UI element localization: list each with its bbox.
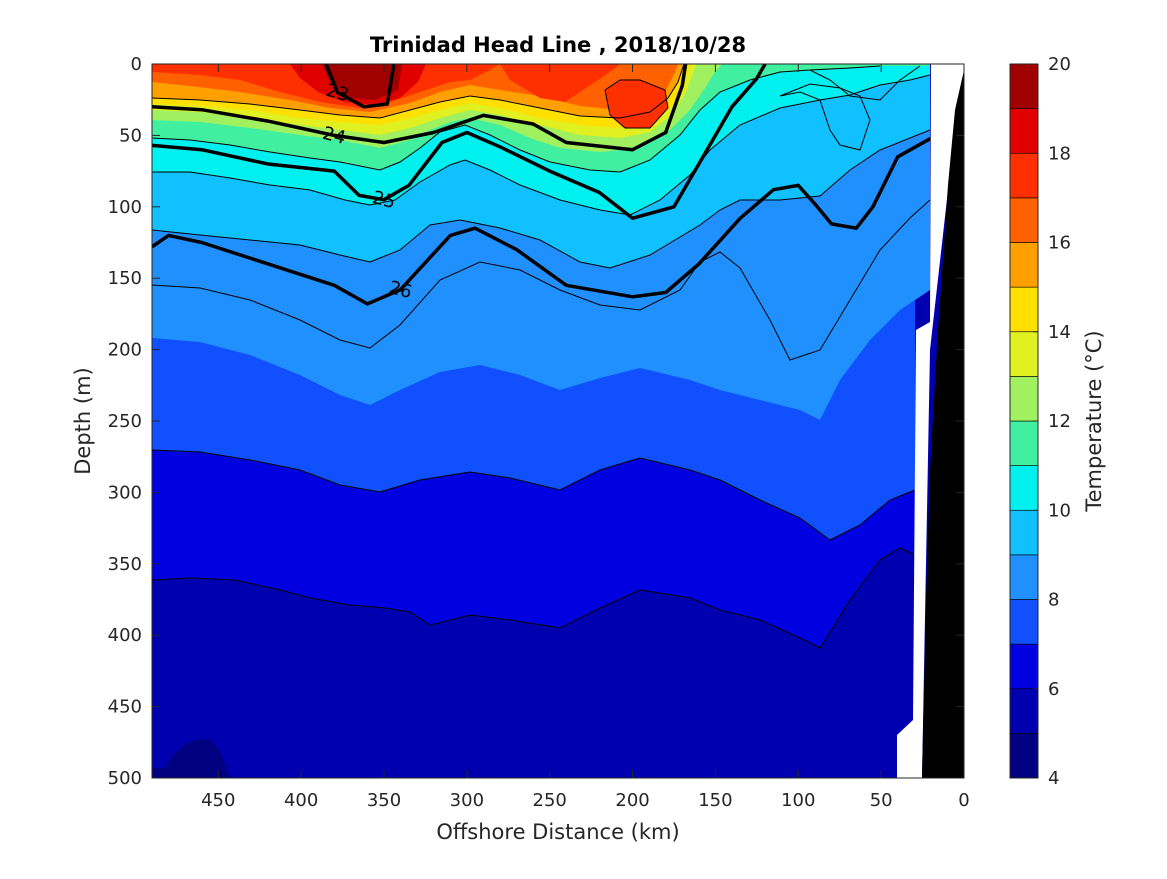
- colorbar-tick-label: 14: [1048, 322, 1071, 343]
- isotherm-line: [152, 199, 931, 361]
- density-contour-23: [324, 64, 396, 109]
- y-tick-label: 100: [108, 197, 142, 218]
- isotherm-line: [779, 83, 871, 151]
- x-tick-label: 150: [698, 790, 732, 811]
- isotherm-line: [809, 65, 921, 101]
- y-tick-label: 0: [131, 54, 142, 75]
- x-tick-label: 50: [870, 790, 893, 811]
- colorbar-block: [1009, 197, 1039, 243]
- colorbar-block: [1009, 242, 1039, 288]
- band-19-20: [322, 64, 402, 100]
- y-tick-label: 200: [108, 340, 142, 361]
- isotherm-line: [152, 449, 916, 541]
- colorbar-tick-label: 20: [1048, 54, 1071, 75]
- y-tick-label: 350: [108, 554, 142, 575]
- colorbar-block: [1009, 465, 1039, 511]
- y-tick-label: 400: [108, 625, 142, 646]
- colorbar-block: [1009, 554, 1039, 600]
- band-17-18: [152, 64, 668, 128]
- colorbar-block: [1009, 331, 1039, 377]
- isotherm-line: [152, 64, 685, 119]
- colorbar-tick-label: 6: [1048, 679, 1059, 700]
- x-tick-label: 0: [958, 790, 969, 811]
- colorbar-tick-label: 8: [1048, 590, 1059, 611]
- x-tick-label: 250: [533, 790, 567, 811]
- isotherm-lines: [152, 64, 931, 649]
- landmask-white: [897, 64, 964, 778]
- x-tick-label: 300: [450, 790, 484, 811]
- y-axis-label: Depth (m): [71, 367, 95, 474]
- y-tick-label: 50: [119, 125, 142, 146]
- y-tick-label: 300: [108, 482, 142, 503]
- x-axis-ticks: 450 400 350 300 250 200 150 100 50 0: [201, 64, 970, 811]
- density-contour-26: [152, 136, 932, 306]
- colorbar-block: [1009, 688, 1039, 734]
- chart-title: Trinidad Head Line , 2018/10/28: [370, 33, 746, 57]
- y-tick-label: 150: [108, 268, 142, 289]
- isotherm-line: [152, 74, 931, 216]
- colorbar-label: Temperature (°C): [1082, 330, 1106, 512]
- colorbar-tick-label: 16: [1048, 233, 1071, 254]
- colorbar-block: [1009, 108, 1039, 154]
- colorbar-block: [1009, 733, 1039, 779]
- y-axis-ticks: 0 50 100 150 200 250 300 350 400 450 500: [108, 54, 964, 789]
- x-tick-label: 450: [201, 790, 235, 811]
- x-tick-label: 200: [615, 790, 649, 811]
- x-tick-label: 400: [284, 790, 318, 811]
- isotherm-line: [152, 129, 931, 269]
- colorbar-block: [1009, 420, 1039, 466]
- density-contour-24: [152, 64, 688, 152]
- isotherm-line: [152, 65, 881, 173]
- colorbar-tick-label: 4: [1048, 768, 1059, 789]
- colorbar-tick-label: 12: [1048, 411, 1071, 432]
- x-axis-label: Offshore Distance (km): [436, 820, 679, 844]
- colorbar-block: [1009, 286, 1039, 333]
- x-tick-label: 100: [781, 790, 815, 811]
- colorbar-block: [1009, 509, 1039, 556]
- isotherm-line: [604, 79, 669, 129]
- x-tick-label: 350: [367, 790, 401, 811]
- colorbar-block: [1009, 643, 1039, 690]
- density-contour-25: [152, 64, 767, 220]
- y-tick-label: 500: [108, 768, 142, 789]
- y-tick-label: 450: [108, 697, 142, 718]
- colorbar-tick-label: 18: [1048, 143, 1071, 164]
- colorbar-block: [1009, 63, 1039, 109]
- colorbar-tick-label: 10: [1048, 500, 1071, 521]
- colorbar-block: [1009, 152, 1039, 199]
- y-tick-label: 250: [108, 411, 142, 432]
- colorbar-block: [1009, 376, 1039, 422]
- isotherm-line: [152, 547, 916, 649]
- colorbar-ticks: 4 6 8 10 12 14 16 18 20: [1033, 54, 1071, 789]
- landmask-black: [922, 70, 964, 778]
- colorbar-block: [1009, 599, 1039, 645]
